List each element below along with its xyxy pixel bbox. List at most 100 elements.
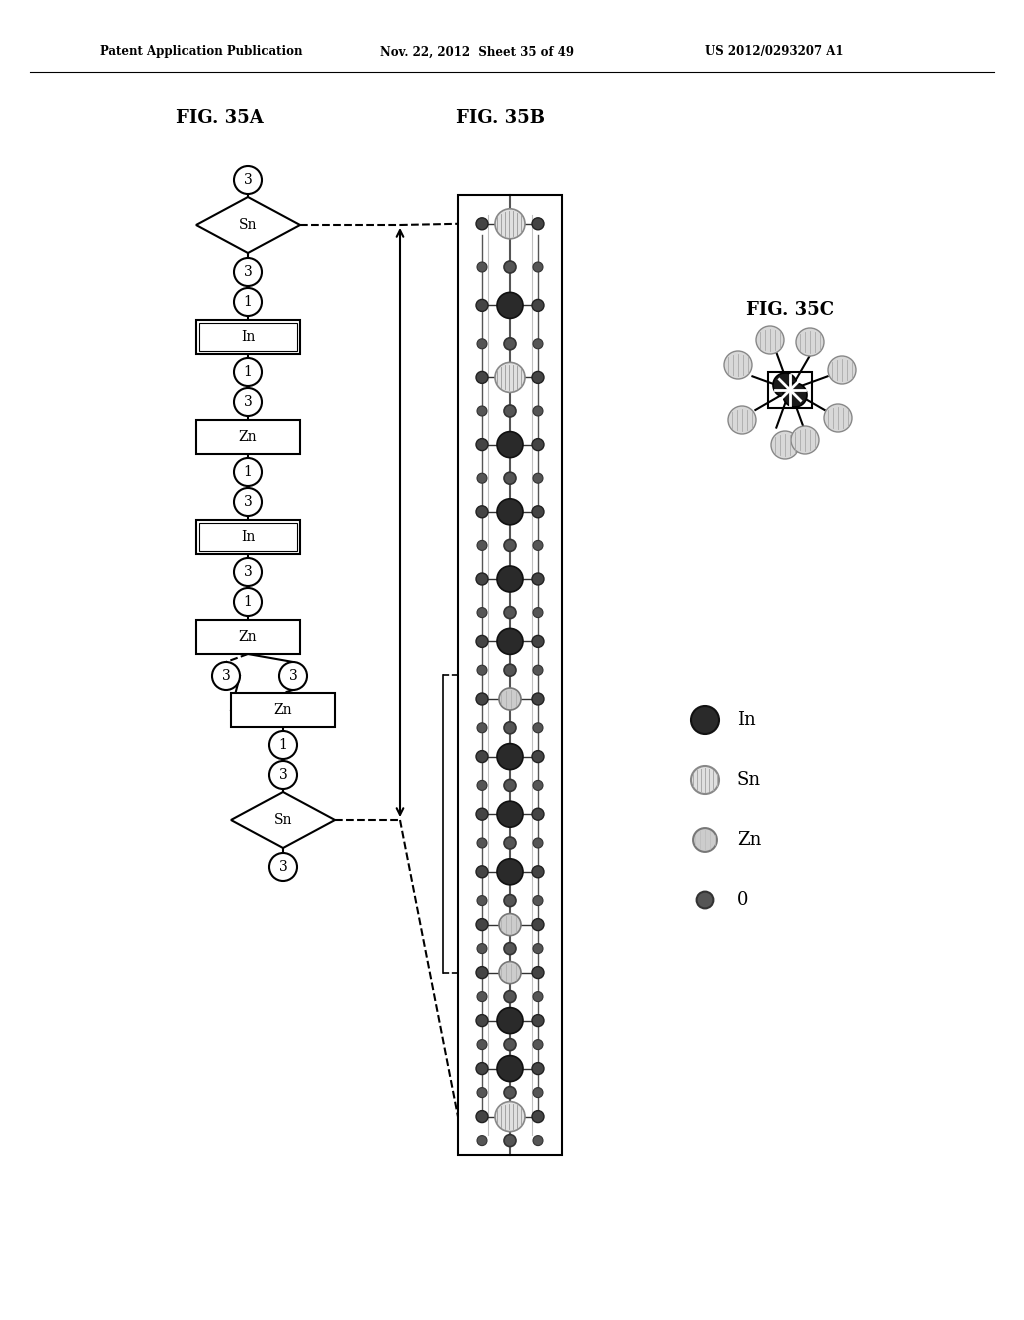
Circle shape: [532, 808, 544, 820]
Circle shape: [279, 663, 307, 690]
Circle shape: [476, 438, 488, 450]
Circle shape: [497, 499, 523, 525]
Circle shape: [497, 628, 523, 655]
Circle shape: [728, 407, 756, 434]
Circle shape: [504, 261, 516, 273]
Circle shape: [532, 751, 544, 763]
Circle shape: [771, 432, 799, 459]
Circle shape: [476, 693, 488, 705]
Circle shape: [234, 358, 262, 385]
Circle shape: [504, 722, 516, 734]
Circle shape: [532, 966, 544, 978]
Circle shape: [532, 300, 544, 312]
Circle shape: [477, 261, 487, 272]
Circle shape: [691, 706, 719, 734]
Text: 3: 3: [221, 669, 230, 682]
Circle shape: [791, 426, 819, 454]
Text: 3: 3: [244, 395, 252, 409]
Circle shape: [497, 566, 523, 591]
Circle shape: [504, 338, 516, 350]
Circle shape: [499, 913, 521, 936]
Circle shape: [499, 688, 521, 710]
Circle shape: [534, 838, 543, 847]
Circle shape: [476, 966, 488, 978]
Circle shape: [504, 1135, 516, 1147]
Circle shape: [534, 780, 543, 791]
Circle shape: [477, 780, 487, 791]
Circle shape: [504, 664, 516, 676]
Circle shape: [497, 293, 523, 318]
Text: 1: 1: [244, 366, 253, 379]
Text: Sn: Sn: [273, 813, 292, 828]
Circle shape: [497, 1056, 523, 1081]
Circle shape: [476, 1110, 488, 1122]
Circle shape: [477, 838, 487, 847]
Circle shape: [504, 990, 516, 1003]
Circle shape: [269, 853, 297, 880]
Circle shape: [476, 1015, 488, 1027]
Circle shape: [504, 942, 516, 954]
Circle shape: [532, 1015, 544, 1027]
Circle shape: [534, 473, 543, 483]
Circle shape: [532, 866, 544, 878]
Circle shape: [691, 766, 719, 795]
Circle shape: [824, 404, 852, 432]
Circle shape: [504, 1039, 516, 1051]
Circle shape: [477, 407, 487, 416]
Text: Patent Application Publication: Patent Application Publication: [100, 45, 302, 58]
Text: In: In: [737, 711, 756, 729]
Circle shape: [532, 1110, 544, 1122]
Circle shape: [234, 388, 262, 416]
Text: 1: 1: [244, 595, 253, 609]
Text: 3: 3: [279, 861, 288, 874]
Circle shape: [532, 919, 544, 931]
Bar: [199, 323, 297, 351]
Circle shape: [532, 218, 544, 230]
Circle shape: [476, 218, 488, 230]
Text: FIG. 35B: FIG. 35B: [456, 110, 545, 127]
Circle shape: [724, 351, 752, 379]
Circle shape: [269, 762, 297, 789]
Circle shape: [534, 895, 543, 906]
Circle shape: [504, 895, 516, 907]
Circle shape: [534, 540, 543, 550]
Text: 0: 0: [737, 891, 749, 909]
Circle shape: [497, 432, 523, 458]
Circle shape: [773, 374, 797, 397]
Text: 1: 1: [279, 738, 288, 752]
Circle shape: [534, 665, 543, 676]
Bar: [196, 620, 300, 653]
Circle shape: [532, 693, 544, 705]
Circle shape: [497, 1007, 523, 1034]
Circle shape: [269, 731, 297, 759]
Text: Sn: Sn: [737, 771, 761, 789]
Circle shape: [783, 383, 807, 407]
Circle shape: [234, 257, 262, 286]
Circle shape: [477, 991, 487, 1002]
Circle shape: [234, 288, 262, 315]
Circle shape: [476, 919, 488, 931]
Text: In: In: [241, 330, 255, 345]
Bar: [231, 693, 335, 727]
Circle shape: [504, 837, 516, 849]
Circle shape: [532, 506, 544, 517]
Text: Zn: Zn: [239, 630, 257, 644]
Circle shape: [234, 488, 262, 516]
Circle shape: [495, 209, 525, 239]
Text: 1: 1: [244, 465, 253, 479]
Circle shape: [497, 859, 523, 884]
Circle shape: [534, 1135, 543, 1146]
Circle shape: [477, 1135, 487, 1146]
Circle shape: [495, 1102, 525, 1131]
Circle shape: [234, 587, 262, 616]
Circle shape: [532, 1063, 544, 1074]
Text: Zn: Zn: [239, 430, 257, 444]
Circle shape: [477, 723, 487, 733]
Circle shape: [476, 866, 488, 878]
Circle shape: [476, 751, 488, 763]
Circle shape: [477, 665, 487, 676]
Circle shape: [504, 1086, 516, 1098]
Circle shape: [534, 607, 543, 618]
Circle shape: [234, 166, 262, 194]
Circle shape: [495, 363, 525, 392]
